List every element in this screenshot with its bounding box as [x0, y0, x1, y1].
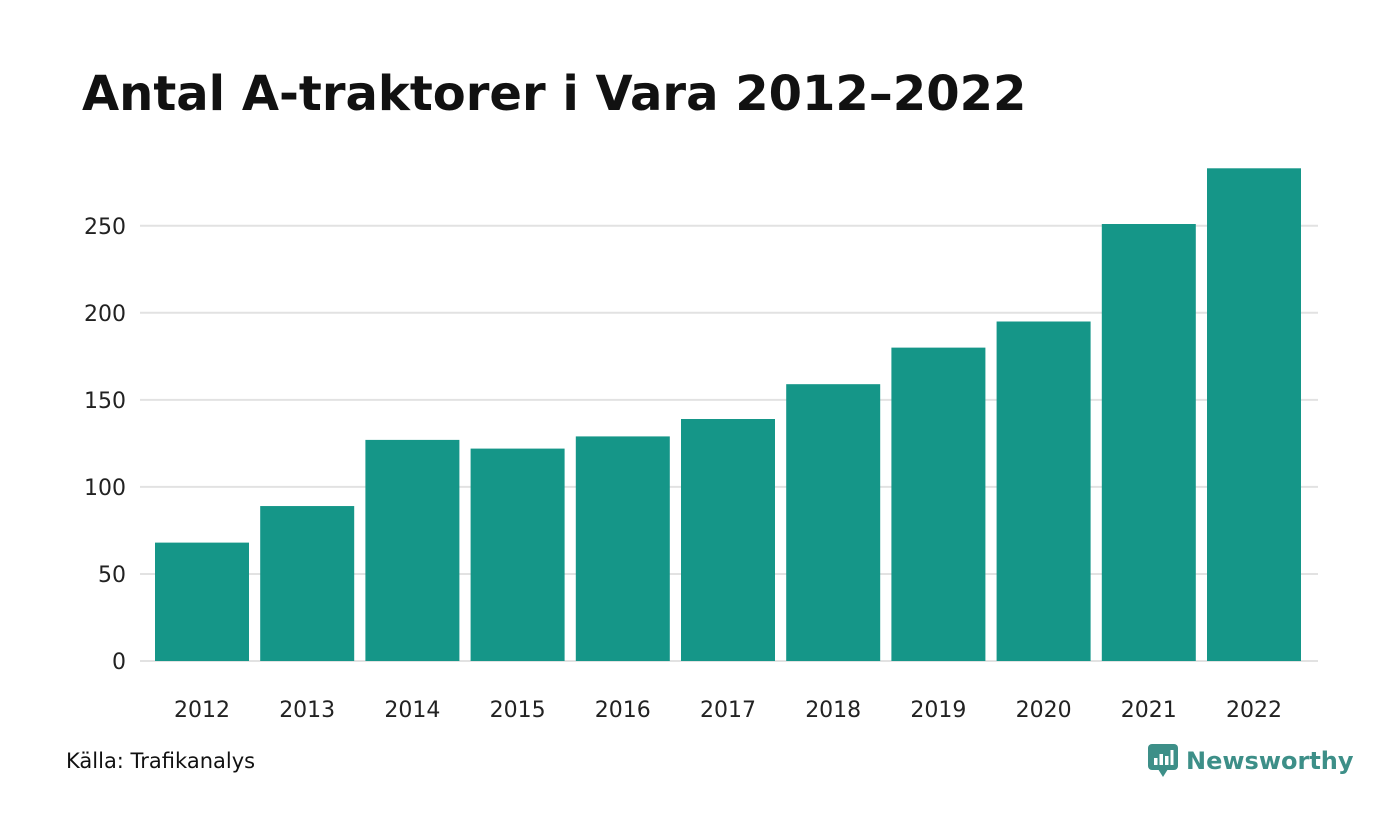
x-tick-label: 2019: [910, 698, 966, 723]
bar-2012: [155, 542, 249, 661]
x-tick-label: 2021: [1121, 698, 1177, 723]
x-tick-label: 2012: [174, 698, 230, 723]
bar-2014: [365, 439, 460, 661]
x-axis-tick-labels: 2012 2013 2014 2015 2016 2017 2018 2019 2020 2021…: [174, 698, 1282, 723]
brand-logo: Newsworthy: [1148, 744, 1354, 778]
bar-2021: [1101, 224, 1196, 661]
y-tick-label: 200: [84, 302, 126, 327]
x-tick-label: 2022: [1226, 698, 1282, 723]
chart-title: Antal A-traktorer i Vara 2012–2022: [82, 66, 1027, 122]
bar-2017: [681, 419, 775, 661]
bar-2020: [996, 321, 1091, 661]
y-tick-label: 100: [84, 476, 126, 501]
y-tick-label: 0: [112, 650, 126, 675]
x-tick-label: 2018: [805, 698, 861, 723]
y-tick-label: 250: [84, 215, 126, 240]
bars: [155, 168, 1301, 661]
x-tick-label: 2014: [384, 698, 440, 723]
newsworthy-logo-icon: [1148, 744, 1178, 777]
bar-2019: [891, 347, 986, 661]
x-tick-label: 2020: [1016, 698, 1072, 723]
x-tick-label: 2016: [595, 698, 651, 723]
x-tick-label: 2017: [700, 698, 756, 723]
y-tick-label: 50: [98, 563, 126, 588]
x-tick-label: 2013: [279, 698, 335, 723]
y-axis-tick-labels: 0 50 100 150 200 250: [84, 215, 126, 675]
brand-name: Newsworthy: [1186, 747, 1354, 775]
bar-2015: [470, 448, 565, 661]
bar-2022: [1207, 168, 1301, 661]
x-tick-label: 2015: [490, 698, 546, 723]
y-tick-label: 150: [84, 389, 126, 414]
bar-2013: [260, 506, 355, 661]
source-note: Källa: Trafikanalys: [66, 749, 256, 773]
bar-2018: [786, 384, 881, 661]
bar-2016: [575, 436, 670, 661]
